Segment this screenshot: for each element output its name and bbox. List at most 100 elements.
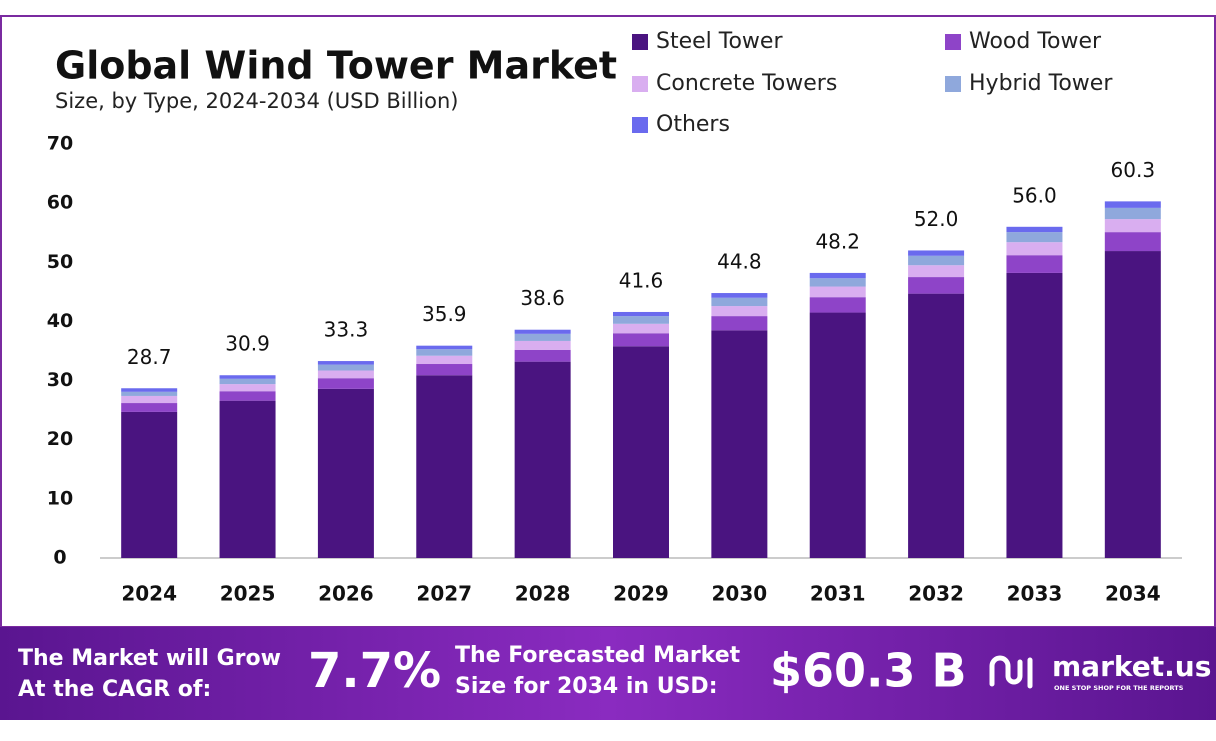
bar-segment xyxy=(809,312,866,558)
bar-segment xyxy=(711,316,768,331)
bar-segment xyxy=(121,391,178,396)
legend-swatch xyxy=(945,76,961,92)
bar-segment xyxy=(613,311,669,317)
y-tick-label: 30 xyxy=(47,369,73,391)
bar-segment xyxy=(908,265,965,278)
brand-name: market.us xyxy=(1052,650,1211,683)
bar-segment xyxy=(121,403,178,412)
bar-segment xyxy=(317,364,374,371)
total-label: 48.2 xyxy=(815,229,860,253)
bar-segment xyxy=(613,316,669,324)
legend-swatch xyxy=(632,76,648,92)
bar-segment xyxy=(219,391,276,401)
bar-segment xyxy=(317,378,374,389)
bar-segment xyxy=(416,355,473,365)
x-tick-label: 2031 xyxy=(810,582,866,606)
y-tick-label: 40 xyxy=(47,310,73,332)
bar-segment xyxy=(1006,272,1063,558)
footer-text: Size for 2034 in USD: xyxy=(455,674,718,699)
y-tick-label: 20 xyxy=(47,428,73,450)
bar-segment xyxy=(416,349,473,356)
bar-segment xyxy=(416,345,473,350)
bar-segment xyxy=(219,375,276,379)
bar-segment xyxy=(514,329,571,334)
x-tick-label: 2032 xyxy=(908,582,964,606)
legend-swatch xyxy=(945,34,961,50)
x-tick-label: 2034 xyxy=(1105,582,1161,606)
x-tick-label: 2030 xyxy=(712,582,768,606)
x-tick-label: 2027 xyxy=(416,582,472,606)
legend-label: Steel Tower xyxy=(656,29,783,54)
bar-segment xyxy=(711,293,768,298)
bar-segment xyxy=(613,333,669,347)
total-label: 35.9 xyxy=(422,302,467,326)
bar-segment xyxy=(809,278,866,287)
bar-segment xyxy=(809,286,866,298)
bar-segment xyxy=(514,349,571,362)
bar-segment xyxy=(416,364,473,376)
x-tick-label: 2026 xyxy=(318,582,374,606)
legend-swatch xyxy=(632,117,648,133)
bar-segment xyxy=(1104,251,1161,558)
legend-label: Hybrid Tower xyxy=(969,71,1113,96)
y-tick-label: 60 xyxy=(47,192,73,214)
y-tick-label: 10 xyxy=(47,487,73,509)
bar-segment xyxy=(711,306,768,317)
legend-label: Others xyxy=(656,112,730,137)
bar-segment xyxy=(121,395,178,404)
chart-title: Global Wind Tower Market xyxy=(55,44,617,88)
legend-swatch xyxy=(632,34,648,50)
bar-segment xyxy=(416,375,473,558)
total-label: 44.8 xyxy=(717,250,762,274)
bar-segment xyxy=(809,297,866,313)
x-tick-label: 2024 xyxy=(121,582,177,606)
bar-segment xyxy=(711,297,768,307)
y-tick-label: 0 xyxy=(53,547,66,569)
bar-segment xyxy=(809,272,866,279)
total-label: 60.3 xyxy=(1111,158,1156,182)
bar-segment xyxy=(613,323,669,334)
bar-segment xyxy=(219,378,276,385)
footer-text: The Forecasted Market xyxy=(455,643,741,668)
bar-segment xyxy=(1104,219,1161,233)
bar-segment xyxy=(711,330,768,558)
total-label: 56.0 xyxy=(1012,183,1057,207)
bar-segment xyxy=(1006,255,1063,273)
footer-text: At the CAGR of: xyxy=(18,677,211,702)
bar-segment xyxy=(121,411,178,558)
total-label: 38.6 xyxy=(520,286,565,310)
bar-segment xyxy=(1104,201,1161,208)
brand-tagline: ONE STOP SHOP FOR THE REPORTS xyxy=(1054,684,1184,692)
bar-segment xyxy=(514,340,571,350)
bar-segment xyxy=(514,361,571,558)
bar-segment xyxy=(613,346,669,558)
y-tick-label: 70 xyxy=(47,133,73,155)
total-label: 30.9 xyxy=(225,332,270,356)
total-label: 33.3 xyxy=(324,318,369,342)
total-label: 52.0 xyxy=(914,207,959,231)
bar-segment xyxy=(908,250,965,256)
x-tick-label: 2025 xyxy=(220,582,276,606)
bar-segment xyxy=(1104,232,1161,252)
x-tick-label: 2029 xyxy=(613,582,669,606)
bar-segment xyxy=(1104,207,1161,220)
bar-segment xyxy=(1006,226,1063,233)
legend-label: Concrete Towers xyxy=(656,71,837,96)
bar-segment xyxy=(219,384,276,392)
legend-label: Wood Tower xyxy=(969,29,1102,54)
bar-segment xyxy=(317,361,374,365)
bar-segment xyxy=(908,293,965,558)
bar-segment xyxy=(908,255,965,266)
bar-segment xyxy=(1006,242,1063,256)
y-tick-label: 50 xyxy=(47,251,73,273)
cagr-value: 7.7% xyxy=(308,643,441,699)
bar-segment xyxy=(908,277,965,294)
footer-band xyxy=(0,627,1216,720)
bar-segment xyxy=(121,388,178,392)
total-label: 41.6 xyxy=(619,268,664,292)
footer-text: The Market will Grow xyxy=(18,646,281,671)
forecast-value: $60.3 B xyxy=(770,644,967,698)
